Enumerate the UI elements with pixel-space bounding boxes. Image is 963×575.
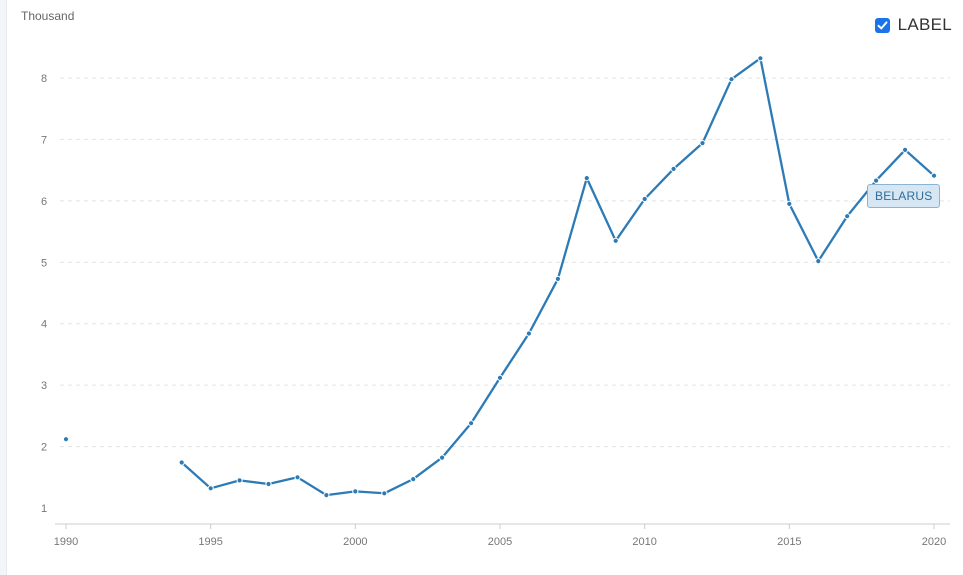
legend-toggle[interactable]: LABEL (874, 15, 952, 35)
x-tick-label-1990: 1990 (54, 536, 78, 548)
data-point-2019 (902, 146, 909, 153)
data-point-1997 (265, 480, 272, 488)
data-point-2010 (641, 195, 648, 203)
x-tick-label-2015: 2015 (777, 536, 801, 548)
x-tick-label-2000: 2000 (343, 536, 367, 548)
data-point-1999 (323, 492, 330, 499)
data-point-2017 (844, 213, 851, 220)
data-point-1998 (294, 474, 301, 481)
data-point-2012 (699, 140, 706, 147)
data-point-1990 (62, 436, 70, 443)
y-tick-label-6: 6 (41, 196, 47, 208)
data-point-1995 (207, 485, 214, 492)
y-unit-label: Thousand (21, 9, 75, 23)
data-point-1994 (178, 459, 185, 466)
data-point-2002 (410, 476, 417, 483)
left-edge-bar (0, 0, 7, 575)
data-point-2009 (612, 237, 619, 244)
data-point-2005 (496, 374, 504, 381)
x-tick-label-2010: 2010 (632, 536, 656, 548)
x-tick-label-2020: 2020 (922, 536, 946, 548)
data-point-2015 (786, 200, 793, 207)
data-point-2020 (930, 172, 938, 179)
data-point-2014 (757, 55, 764, 62)
y-tick-label-3: 3 (41, 380, 47, 392)
data-point-2006 (525, 330, 533, 337)
y-tick-label-5: 5 (41, 257, 47, 269)
y-tick-label-4: 4 (41, 319, 47, 331)
y-tick-label-7: 7 (41, 134, 47, 146)
data-point-1996 (236, 477, 243, 484)
data-point-2008 (583, 175, 590, 182)
data-point-2004 (468, 420, 475, 427)
data-point-2016 (815, 258, 822, 265)
data-point-2007 (554, 275, 562, 282)
y-tick-label-1: 1 (41, 503, 47, 515)
data-point-2011 (670, 165, 677, 172)
y-tick-label-2: 2 (41, 442, 47, 454)
data-point-2003 (439, 454, 446, 461)
data-point-2013 (728, 76, 735, 83)
data-point-2001 (381, 490, 388, 497)
x-tick-label-1995: 1995 (198, 536, 222, 548)
data-point-2018 (873, 177, 880, 184)
x-tick-label-2005: 2005 (488, 536, 512, 548)
y-tick-label-8: 8 (41, 73, 47, 85)
data-point-2000 (352, 488, 359, 495)
legend-checkbox-icon[interactable] (874, 17, 890, 33)
series-label-tag: BELARUS (867, 184, 941, 208)
legend-label: LABEL (897, 15, 952, 34)
